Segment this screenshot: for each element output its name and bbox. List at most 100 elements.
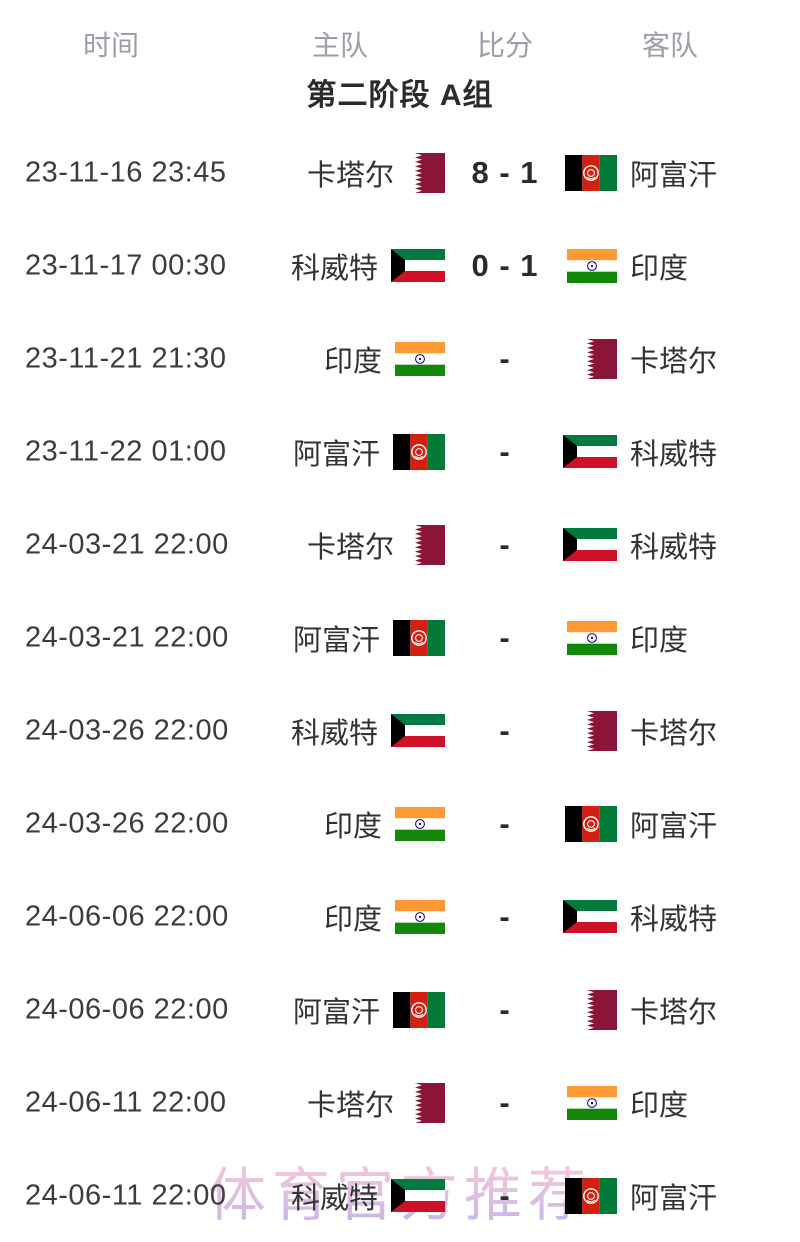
match-score: - — [499, 433, 511, 469]
match-row[interactable]: 24-06-11 22:00 科威特 - 阿富汗 — [0, 1149, 800, 1242]
afghanistan-flag-icon — [393, 991, 445, 1028]
away-team-name: 印度 — [630, 1089, 689, 1122]
match-row[interactable]: 24-03-21 22:00 卡塔尔 - 科威特 — [0, 498, 800, 591]
match-time: 24-03-26 22:00 — [25, 807, 229, 839]
match-row[interactable]: 24-03-26 22:00 科威特 - 卡塔尔 — [0, 684, 800, 777]
india-flag-icon — [567, 620, 617, 655]
qatar-flag-icon — [407, 152, 445, 193]
match-row[interactable]: 23-11-16 23:45 卡塔尔 8 - 1 阿富汗 — [0, 126, 800, 219]
match-row[interactable]: 24-06-06 22:00 印度 - 科威特 — [0, 870, 800, 963]
home-team-name: 印度 — [323, 810, 382, 843]
away-team-name: 卡塔尔 — [630, 345, 718, 378]
match-score: - — [499, 619, 511, 655]
column-header-home: 主队 — [311, 30, 369, 61]
away-team-name: 卡塔尔 — [630, 996, 718, 1029]
kuwait-flag-icon — [563, 528, 617, 561]
away-team-name: 科威特 — [630, 531, 718, 564]
match-time: 24-06-11 22:00 — [25, 1179, 227, 1211]
away-team-name: 印度 — [630, 624, 689, 657]
column-header-time: 时间 — [82, 30, 140, 61]
match-time: 24-03-21 22:00 — [25, 621, 229, 653]
home-team-name: 卡塔尔 — [306, 159, 394, 192]
home-team-name: 阿富汗 — [292, 624, 380, 657]
india-flag-icon — [395, 899, 445, 934]
away-team-name: 阿富汗 — [630, 159, 718, 192]
match-score: - — [499, 991, 511, 1027]
home-team-name: 卡塔尔 — [306, 531, 394, 564]
away-team: 科威特 — [563, 896, 717, 938]
away-team: 科威特 — [563, 431, 717, 473]
india-flag-icon — [395, 806, 445, 841]
home-team: 印度 — [324, 803, 445, 845]
afghanistan-flag-icon — [565, 805, 617, 842]
home-team: 阿富汗 — [293, 989, 445, 1031]
home-team: 印度 — [324, 338, 445, 380]
match-row[interactable]: 23-11-17 00:30 科威特 0 - 1 印度 — [0, 219, 800, 312]
match-row[interactable]: 23-11-22 01:00 阿富汗 - 科威特 — [0, 405, 800, 498]
away-team: 科威特 — [563, 524, 717, 566]
match-time: 24-06-06 22:00 — [25, 900, 229, 932]
kuwait-flag-icon — [391, 249, 445, 282]
home-team: 阿富汗 — [293, 617, 445, 659]
away-team-name: 科威特 — [630, 438, 718, 471]
afghanistan-flag-icon — [393, 619, 445, 656]
home-team: 阿富汗 — [293, 431, 445, 473]
match-time: 23-11-22 01:00 — [25, 435, 227, 467]
qatar-flag-icon — [579, 989, 617, 1030]
match-row[interactable]: 24-03-26 22:00 印度 - 阿富汗 — [0, 777, 800, 870]
match-score: - — [499, 898, 511, 934]
home-team-name: 阿富汗 — [292, 996, 380, 1029]
home-team: 科威特 — [291, 245, 445, 287]
qatar-flag-icon — [579, 338, 617, 379]
match-list: 23-11-16 23:45 卡塔尔 8 - 1 阿富汗 23-11-17 00… — [0, 126, 800, 1242]
match-row[interactable]: 24-06-11 22:00 卡塔尔 - 印度 — [0, 1056, 800, 1149]
home-team: 卡塔尔 — [307, 524, 445, 566]
home-team-name: 印度 — [323, 345, 382, 378]
kuwait-flag-icon — [563, 435, 617, 468]
home-team-name: 科威特 — [290, 252, 378, 285]
india-flag-icon — [567, 248, 617, 283]
match-score: - — [499, 1084, 511, 1120]
home-team: 印度 — [324, 896, 445, 938]
kuwait-flag-icon — [391, 714, 445, 747]
home-team-name: 科威特 — [290, 1182, 378, 1215]
away-team-name: 科威特 — [630, 903, 718, 936]
home-team-name: 科威特 — [290, 717, 378, 750]
match-time: 24-06-06 22:00 — [25, 993, 229, 1025]
kuwait-flag-icon — [563, 900, 617, 933]
home-team-name: 印度 — [323, 903, 382, 936]
away-team-name: 印度 — [630, 252, 689, 285]
match-score: 0 - 1 — [471, 247, 539, 283]
section-title: 第二阶段 A组 — [306, 79, 494, 112]
match-row[interactable]: 24-03-21 22:00 阿富汗 - 印度 — [0, 591, 800, 684]
column-header-away: 客队 — [641, 30, 699, 61]
match-time: 24-03-26 22:00 — [25, 714, 229, 746]
match-time: 24-03-21 22:00 — [25, 528, 229, 560]
match-score: 8 - 1 — [471, 154, 539, 190]
afghanistan-flag-icon — [565, 154, 617, 191]
match-score: - — [499, 1177, 511, 1213]
qatar-flag-icon — [407, 1082, 445, 1123]
home-team: 卡塔尔 — [307, 152, 445, 194]
away-team: 卡塔尔 — [563, 989, 717, 1031]
match-score: - — [499, 712, 511, 748]
qatar-flag-icon — [579, 710, 617, 751]
match-time: 23-11-16 23:45 — [25, 156, 227, 188]
away-team-name: 卡塔尔 — [630, 717, 718, 750]
away-team-name: 阿富汗 — [630, 810, 718, 843]
home-team: 科威特 — [291, 1175, 445, 1217]
afghanistan-flag-icon — [393, 433, 445, 470]
away-team-name: 阿富汗 — [630, 1182, 718, 1215]
match-row[interactable]: 24-06-06 22:00 阿富汗 - 卡塔尔 — [0, 963, 800, 1056]
away-team: 卡塔尔 — [563, 338, 717, 380]
match-time: 24-06-11 22:00 — [25, 1086, 227, 1118]
home-team-name: 阿富汗 — [292, 438, 380, 471]
kuwait-flag-icon — [391, 1179, 445, 1212]
match-score: - — [499, 526, 511, 562]
column-header-score: 比分 — [476, 30, 534, 61]
match-row[interactable]: 23-11-21 21:30 印度 - 卡塔尔 — [0, 312, 800, 405]
home-team: 科威特 — [291, 710, 445, 752]
afghanistan-flag-icon — [565, 1177, 617, 1214]
away-team: 印度 — [563, 1082, 688, 1124]
india-flag-icon — [395, 341, 445, 376]
